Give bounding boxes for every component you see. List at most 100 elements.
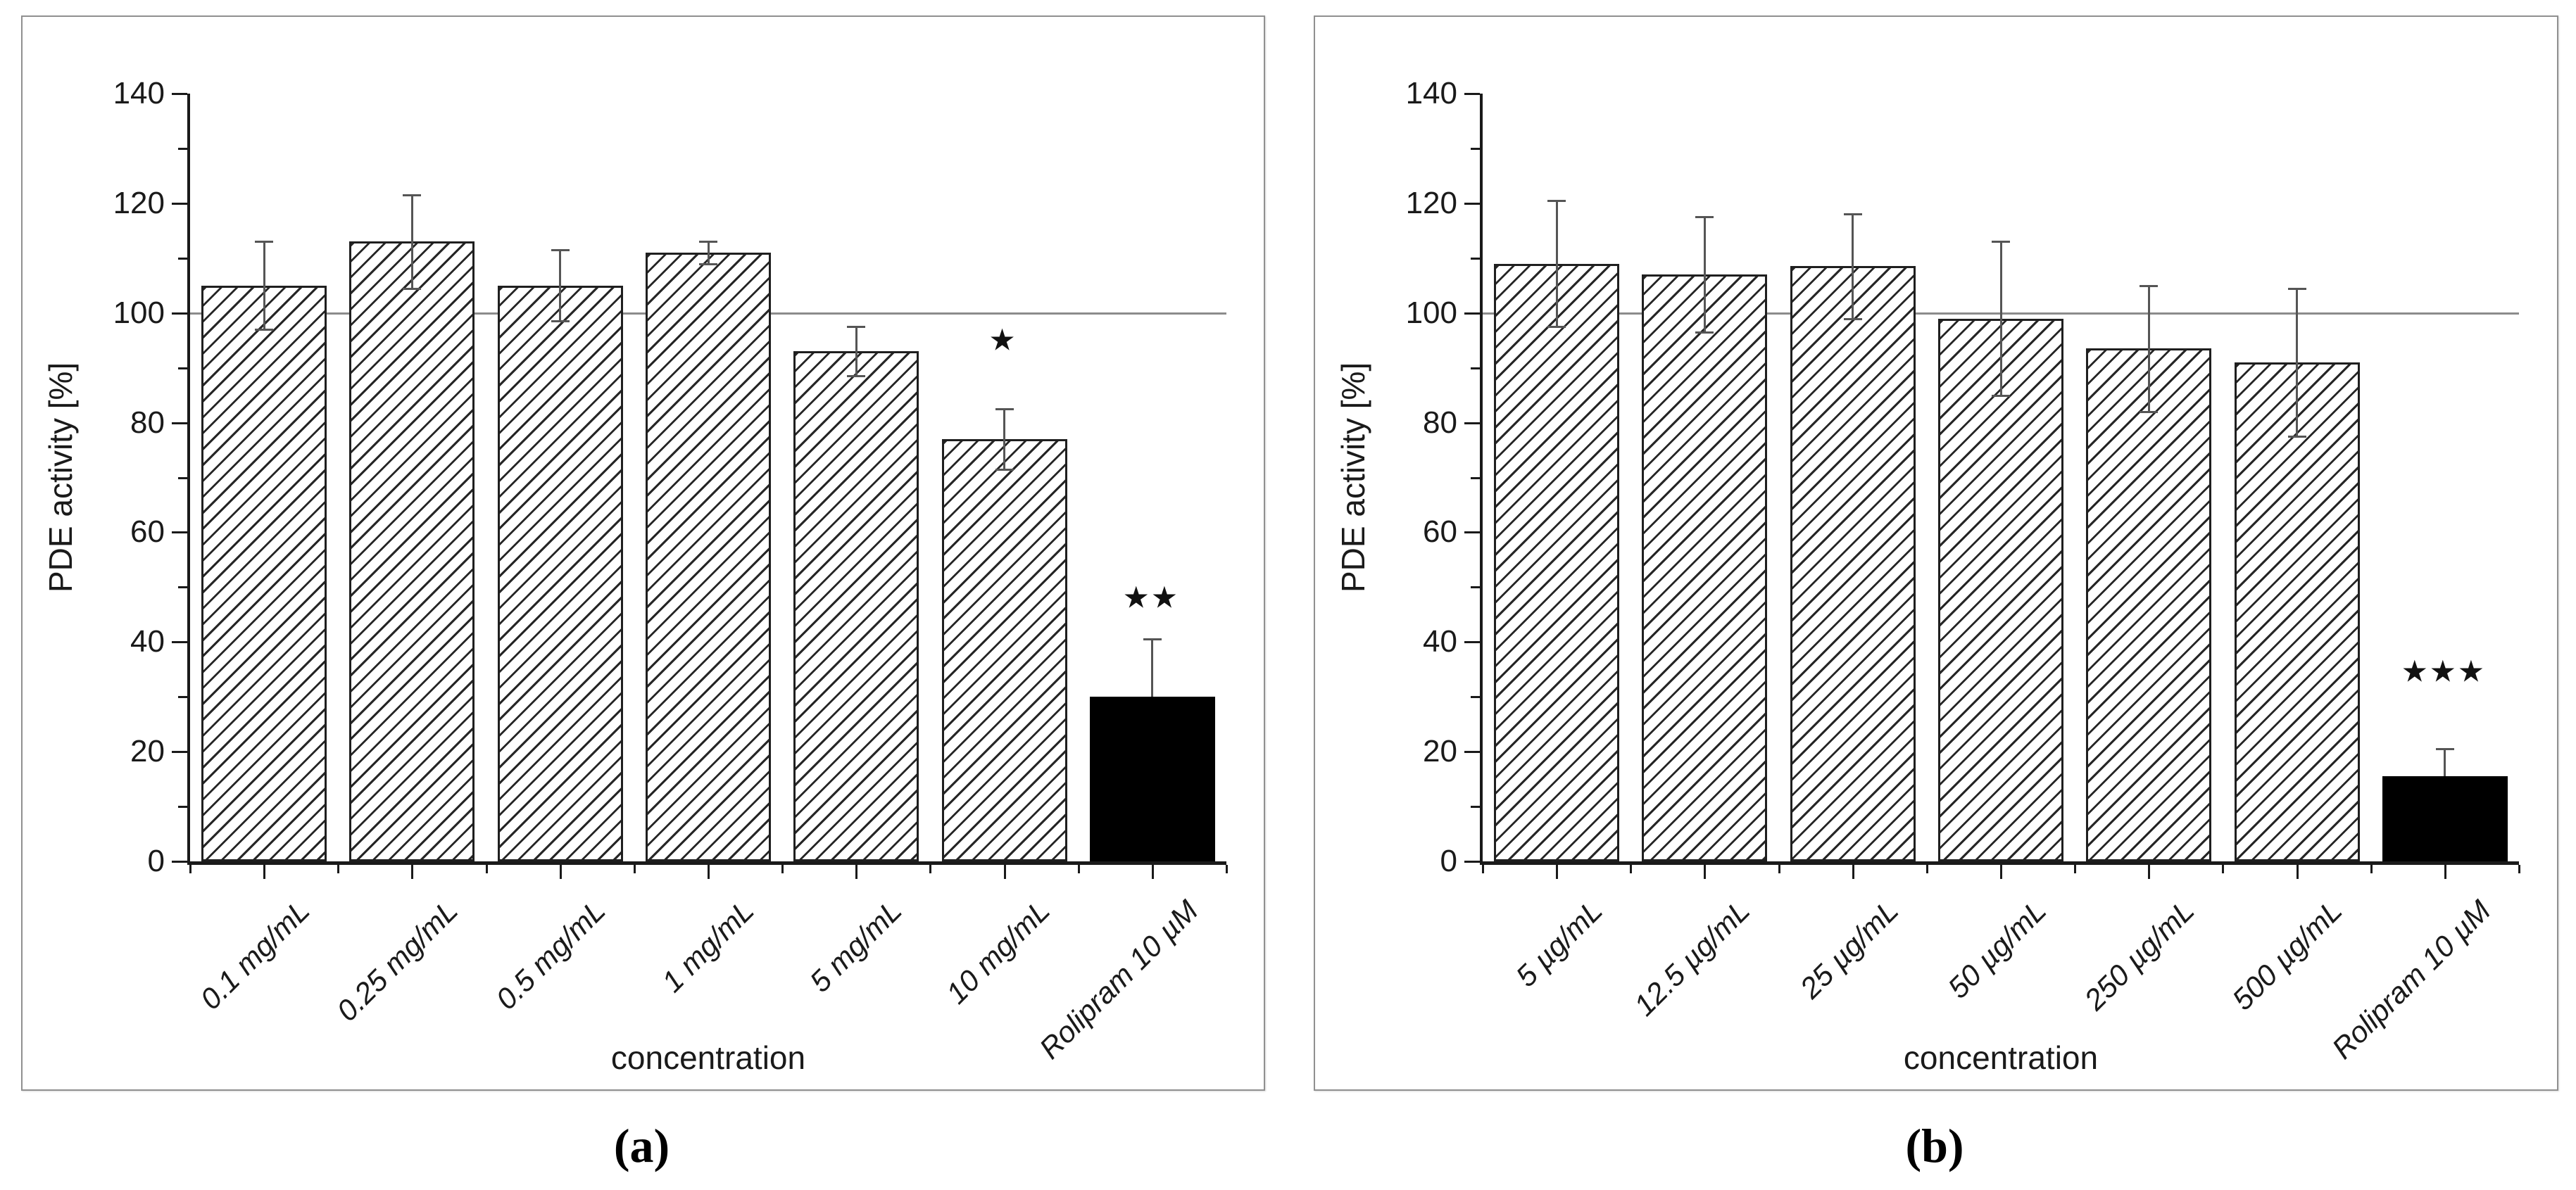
error-bar-line bbox=[2444, 749, 2446, 777]
y-axis-major-tick bbox=[172, 312, 187, 315]
panel-b: 0 20 40 60 80 100 120 140 5 µg/mL 12.5 µg/mL 25 µg… bbox=[1314, 15, 2558, 1091]
x-axis-major-tick bbox=[263, 865, 266, 879]
x-axis-major-tick bbox=[1556, 865, 1559, 879]
error-bar-cap-bottom bbox=[1695, 331, 1714, 334]
y-axis-tick-label: 100 bbox=[113, 295, 165, 330]
error-bar-cap-bottom bbox=[1843, 317, 1862, 320]
y-axis-major-tick bbox=[1464, 641, 1480, 644]
y-axis-tick-label: 80 bbox=[130, 405, 165, 440]
y-axis-tick-label: 0 bbox=[147, 844, 165, 878]
x-axis-minor-tick bbox=[189, 865, 191, 873]
y-axis-major-tick bbox=[172, 422, 187, 424]
error-bar-line bbox=[2296, 288, 2299, 437]
y-axis-minor-tick bbox=[1471, 147, 1480, 150]
error-bar-line bbox=[1151, 639, 1154, 697]
y-axis-major-tick bbox=[1464, 312, 1480, 315]
y-axis-major-tick bbox=[1464, 422, 1480, 424]
x-axis-minor-tick bbox=[337, 865, 340, 873]
y-axis-minor-tick bbox=[178, 147, 187, 150]
x-axis-major-tick bbox=[1852, 865, 1854, 879]
error-bar-line bbox=[1999, 241, 2002, 395]
y-axis-minor-tick bbox=[1471, 696, 1480, 699]
bar-sample bbox=[497, 285, 623, 861]
x-axis-major-tick bbox=[2444, 865, 2446, 879]
y-axis-minor-tick bbox=[1471, 806, 1480, 809]
error-bar-cap-bottom bbox=[2287, 436, 2306, 438]
error-bar-cap-bottom bbox=[2140, 410, 2159, 413]
y-axis-major-tick bbox=[172, 202, 187, 205]
error-bar-cap-bottom bbox=[1547, 326, 1566, 329]
error-bar-cap-top bbox=[1143, 638, 1162, 641]
x-axis-minor-tick bbox=[2518, 865, 2520, 873]
x-axis-major-tick bbox=[1003, 865, 1006, 879]
x-axis-minor-tick bbox=[1925, 865, 1928, 873]
y-axis-major-tick bbox=[1464, 93, 1480, 95]
x-axis-title: concentration bbox=[610, 1039, 806, 1076]
bar-sample bbox=[941, 438, 1067, 861]
x-category-label: 0.1 mg/mL bbox=[193, 894, 316, 1016]
error-bar-cap-top bbox=[847, 326, 866, 329]
x-axis-major-tick bbox=[2148, 865, 2151, 879]
y-axis-minor-tick bbox=[178, 257, 187, 260]
y-axis-title: PDE activity [%] bbox=[1335, 362, 1371, 593]
bar-sample bbox=[2234, 362, 2360, 861]
y-axis-minor-tick bbox=[178, 806, 187, 809]
y-axis-major-tick bbox=[1464, 202, 1480, 205]
x-axis-minor-tick bbox=[1077, 865, 1080, 873]
y-axis-major-tick bbox=[172, 93, 187, 95]
error-bar-cap-bottom bbox=[551, 320, 570, 323]
x-axis-minor-tick bbox=[2074, 865, 2077, 873]
bar-sample bbox=[1494, 263, 1620, 861]
error-bar-cap-bottom bbox=[255, 329, 274, 331]
x-axis-minor-tick bbox=[633, 865, 636, 873]
x-axis-major-tick bbox=[1151, 865, 1154, 879]
significance-marker: ★ bbox=[990, 325, 1019, 355]
error-bar-cap-top bbox=[2140, 284, 2159, 287]
x-axis-line bbox=[187, 861, 1226, 865]
x-axis-minor-tick bbox=[2370, 865, 2373, 873]
y-axis-major-tick bbox=[172, 641, 187, 644]
y-axis-tick-label: 120 bbox=[1405, 185, 1457, 220]
y-axis-tick-label: 40 bbox=[130, 624, 165, 659]
bar-sample bbox=[1938, 318, 2063, 861]
x-category-label: 250 µg/mL bbox=[2078, 894, 2201, 1017]
error-bar-cap-top bbox=[403, 194, 422, 197]
bar-sample bbox=[1642, 274, 1768, 861]
y-axis-tick-label: 140 bbox=[1405, 76, 1457, 110]
x-category-label: 0.5 mg/mL bbox=[489, 894, 612, 1016]
bar-sample bbox=[793, 351, 919, 861]
x-category-label: 12.5 µg/mL bbox=[1628, 894, 1757, 1023]
x-axis-minor-tick bbox=[1482, 865, 1484, 873]
x-axis-major-tick bbox=[2000, 865, 2002, 879]
error-bar-cap-top bbox=[2287, 287, 2306, 290]
x-category-label: 5 mg/mL bbox=[803, 894, 908, 999]
y-axis-tick-label: 120 bbox=[113, 185, 165, 220]
y-axis-major-tick bbox=[1464, 531, 1480, 534]
y-axis-tick-label: 80 bbox=[1423, 405, 1457, 440]
x-axis-minor-tick bbox=[929, 865, 932, 873]
error-bar-cap-bottom bbox=[995, 468, 1014, 471]
error-bar-cap-top bbox=[2435, 748, 2454, 751]
y-axis-major-tick bbox=[172, 531, 187, 534]
error-bar-cap-bottom bbox=[403, 287, 422, 290]
error-bar-cap-top bbox=[1695, 216, 1714, 219]
y-axis-minor-tick bbox=[178, 476, 187, 479]
y-axis-major-tick bbox=[1464, 861, 1480, 863]
bar-sample bbox=[201, 285, 327, 861]
x-axis-line bbox=[1480, 861, 2519, 865]
y-axis-minor-tick bbox=[178, 696, 187, 699]
x-category-label: 10 mg/mL bbox=[939, 894, 1056, 1011]
error-bar-line bbox=[707, 241, 710, 264]
y-axis-tick-label: 100 bbox=[1405, 295, 1457, 330]
x-axis-minor-tick bbox=[781, 865, 784, 873]
y-axis-major-tick bbox=[172, 751, 187, 754]
y-axis-minor-tick bbox=[1471, 476, 1480, 479]
significance-marker: ★★★ bbox=[2402, 657, 2487, 688]
y-axis-major-tick bbox=[1464, 751, 1480, 754]
x-axis-minor-tick bbox=[1226, 865, 1228, 873]
error-bar-cap-bottom bbox=[847, 375, 866, 378]
y-axis-minor-tick bbox=[178, 586, 187, 589]
y-axis-tick-label: 60 bbox=[130, 514, 165, 550]
y-axis-tick-label: 20 bbox=[1423, 734, 1457, 769]
